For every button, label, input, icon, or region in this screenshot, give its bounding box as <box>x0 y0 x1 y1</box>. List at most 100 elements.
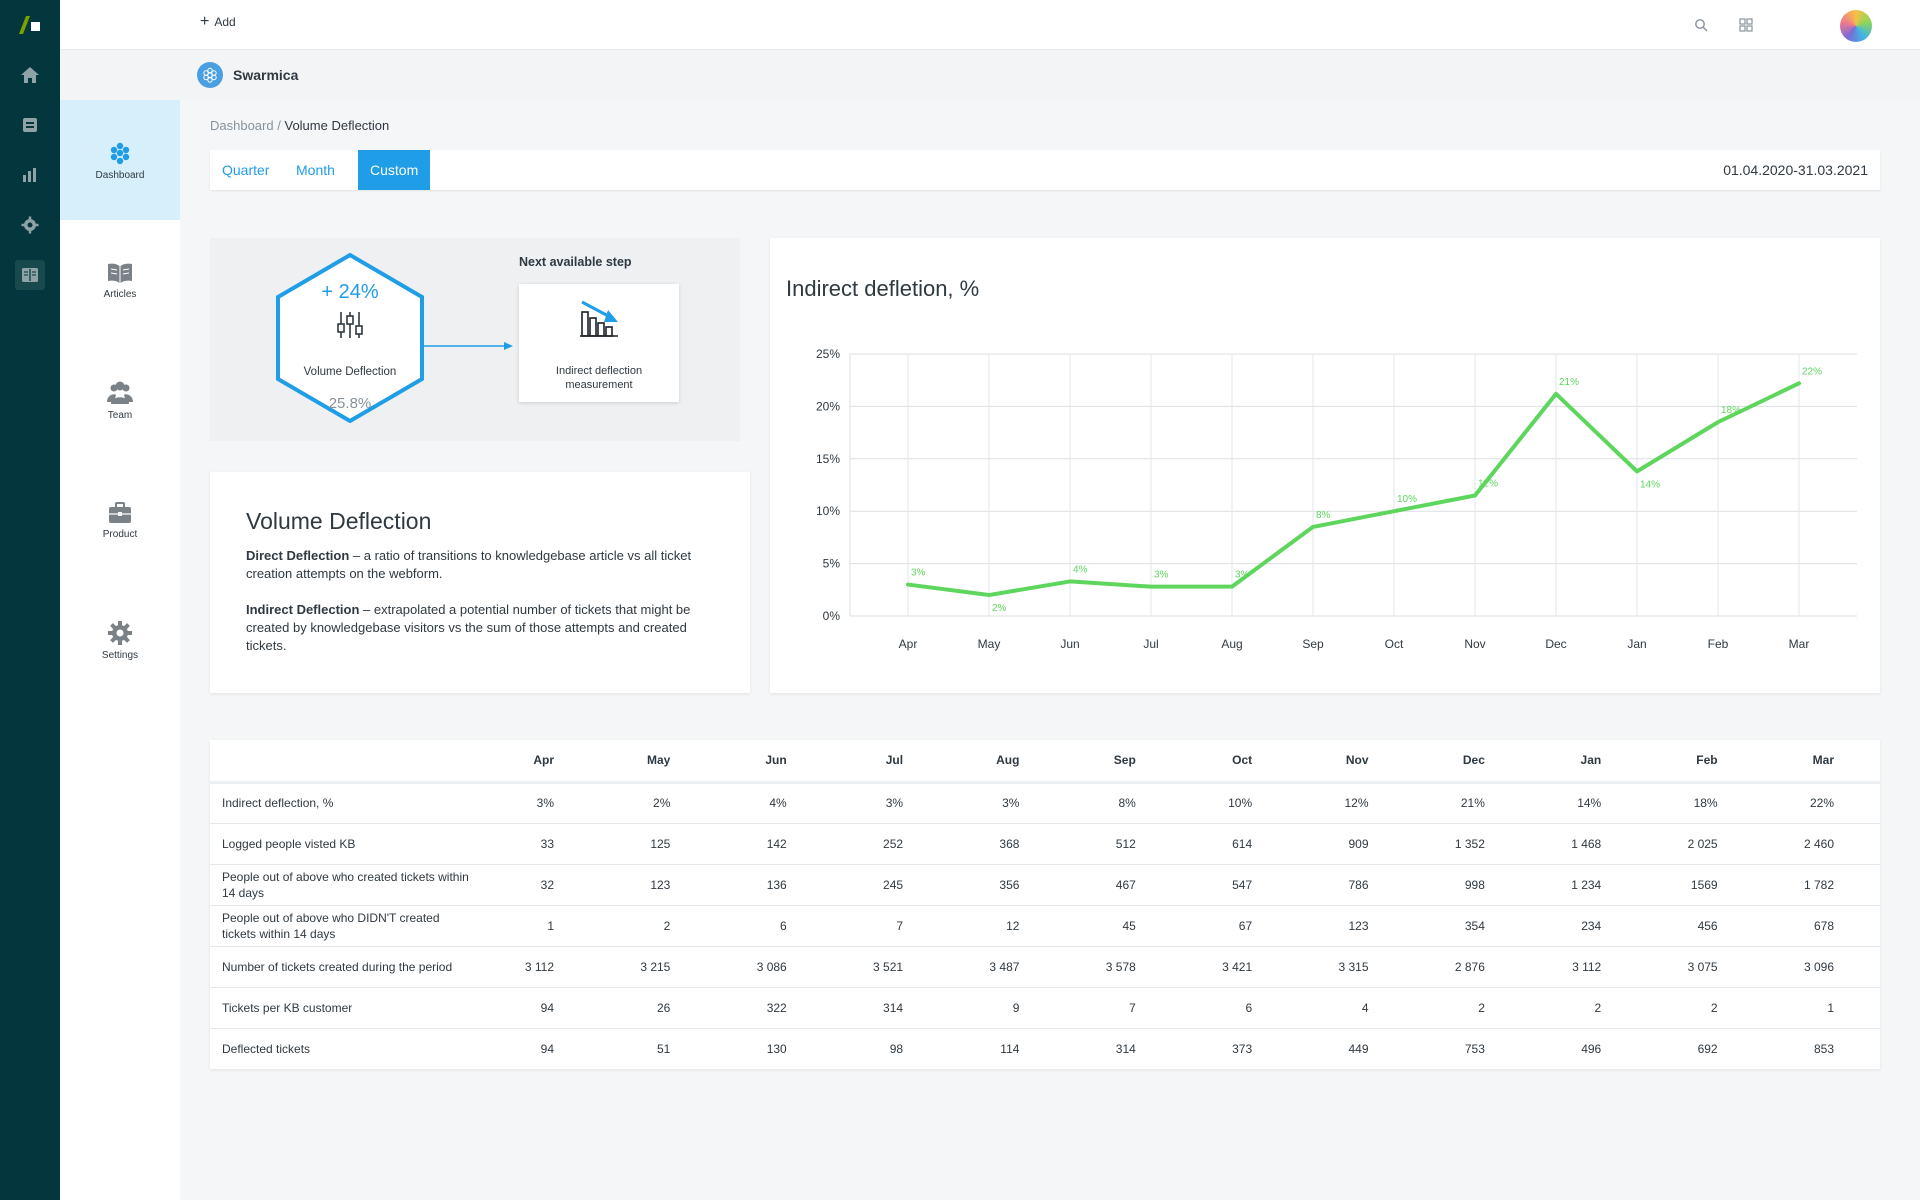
search-icon[interactable] <box>1690 14 1712 36</box>
x-tick-label: May <box>978 637 1001 651</box>
home-icon[interactable] <box>15 60 45 90</box>
sidebar-item-label: Articles <box>103 288 137 300</box>
table-cell: 467 <box>1065 864 1182 906</box>
table-cell: 98 <box>889 1041 904 1056</box>
indirect-deflection-chart: 0% 5% 10% 15% 20% 25% Apr May Jun Jul Aug Sep Oct Nov… <box>816 347 1857 651</box>
column-header-jan: Jan <box>1530 740 1648 784</box>
table-cell: 753 <box>1464 1041 1485 1056</box>
row-label: People out of above who created tickets … <box>210 864 485 906</box>
table-cell: 692 <box>1697 1041 1718 1056</box>
add-button[interactable]: + Add <box>200 14 236 30</box>
step-panel: + 24% Volume Deflection 25.8% Next avail… <box>210 238 740 441</box>
zendesk-logo-icon[interactable] <box>17 14 43 36</box>
table-cell: 449 <box>1348 1041 1369 1056</box>
table-cell: 678 <box>1763 905 1880 947</box>
table-row: People out of above who DIDN'T created t… <box>210 905 1880 947</box>
deflection-value: 25.8% <box>328 395 372 412</box>
table-cell: 3% <box>832 782 950 824</box>
column-header-nov: Nov <box>1298 740 1415 784</box>
table-cell: 123 <box>1298 905 1415 947</box>
x-tick-label: Dec <box>1545 637 1566 651</box>
table-cell: 125 <box>600 823 717 865</box>
y-tick-label: 5% <box>823 557 841 571</box>
table-row: Logged people visted KB 33 125 142 252 368 512… <box>210 823 1880 865</box>
next-step-text: Indirect deflection measurement <box>519 364 679 392</box>
swarmica-app-icon[interactable] <box>15 260 45 290</box>
row-label: Number of tickets created during the per… <box>210 946 485 988</box>
table-cell: 3 315 <box>1298 946 1415 988</box>
user-avatar[interactable] <box>1840 10 1872 42</box>
column-header-oct: Oct <box>1181 740 1299 784</box>
reporting-icon[interactable] <box>15 160 45 190</box>
table-cell: 1 <box>1763 987 1880 1029</box>
x-tick-label: Apr <box>899 637 918 651</box>
table-cell: 21% <box>1414 782 1531 824</box>
admin-gear-icon[interactable] <box>15 210 45 240</box>
table-cell: 2 <box>1647 987 1764 1029</box>
next-step-text-line2: measurement <box>565 379 633 391</box>
table-cell: 142 <box>716 823 833 865</box>
breadcrumb-separator: / <box>277 118 281 133</box>
next-step-card[interactable]: Indirect deflection measurement <box>519 284 679 402</box>
sidebar-item-team[interactable]: Team <box>60 340 180 460</box>
table-cell: 45 <box>1065 905 1182 947</box>
y-tick-label: 10% <box>816 504 840 518</box>
indirect-deflection-definition: – extrapolated a potential number of tic… <box>246 602 691 653</box>
tab-quarter[interactable]: Quarter <box>222 162 270 178</box>
table-cell: 354 <box>1414 905 1531 947</box>
tab-month[interactable]: Month <box>296 162 335 178</box>
views-icon[interactable] <box>15 110 45 140</box>
table-cell: 3% <box>485 782 600 824</box>
sidebar-item-product[interactable]: Product <box>60 460 180 580</box>
sidebar-item-articles[interactable]: Articles <box>60 220 180 340</box>
sidebar-item-settings[interactable]: Settings <box>60 580 180 700</box>
row-label: Indirect deflection, % <box>210 782 485 824</box>
volume-deflection-hexagon[interactable]: + 24% Volume Deflection 25.8% <box>275 253 425 423</box>
x-tick-label: Jan <box>1627 637 1646 651</box>
table-cell: 373 <box>1232 1041 1253 1056</box>
table-cell: 3 487 <box>949 946 1066 988</box>
data-label: 21% <box>1559 377 1579 388</box>
table-cell: 136 <box>716 864 833 906</box>
column-header-apr: Apr <box>485 740 600 784</box>
x-tick-label: Nov <box>1464 637 1485 651</box>
table-cell: 322 <box>716 987 833 1029</box>
y-tick-label: 25% <box>816 347 840 361</box>
tab-custom[interactable]: Custom <box>358 150 431 190</box>
table-cell: 2 <box>1414 987 1531 1029</box>
table-cell: 33 <box>485 823 600 865</box>
table-cell: 3 421 <box>1181 946 1299 988</box>
y-tick-label: 20% <box>816 399 840 413</box>
table-cell: 114 <box>1000 1041 1020 1056</box>
table-cell: 2 876 <box>1414 946 1531 988</box>
data-label: 8% <box>1316 510 1331 521</box>
table-cell: 3 075 <box>1647 946 1764 988</box>
org-name: Swarmica <box>233 67 299 83</box>
table-cell: 614 <box>1181 823 1299 865</box>
indirect-deflection-text: Indirect Deflection – extrapolated a pot… <box>246 601 714 655</box>
table-cell: 4 <box>1298 987 1415 1029</box>
table-cell: 2 025 <box>1647 823 1764 865</box>
data-label: 3% <box>911 568 926 579</box>
table-cell: 3% <box>949 782 1066 824</box>
table-cell: 512 <box>1065 823 1182 865</box>
sidebar-item-label: Settings <box>101 649 139 661</box>
deflection-change: + 24% <box>321 281 379 303</box>
table-row: Number of tickets created during the per… <box>210 946 1880 988</box>
column-header-jul: Jul <box>832 740 950 784</box>
date-range[interactable]: 01.04.2020-31.03.2021 <box>1723 162 1868 178</box>
table-row: Deflected tickets 94 51 130 98 114 314 373 449 75… <box>210 1028 1880 1069</box>
table-cell: 547 <box>1181 864 1299 906</box>
org-header: Swarmica <box>60 50 1920 100</box>
sidebar-item-dashboard[interactable]: Dashboard <box>60 100 180 220</box>
sliders-icon <box>336 310 364 345</box>
table-cell: 496 <box>1581 1041 1602 1056</box>
breadcrumb-root[interactable]: Dashboard <box>210 118 274 133</box>
x-tick-label: Jul <box>1143 637 1158 651</box>
table-row: People out of above who created tickets … <box>210 864 1880 906</box>
apps-grid-icon[interactable] <box>1735 14 1757 36</box>
product-rail <box>0 0 60 1200</box>
add-button-label: Add <box>214 15 236 29</box>
chart-card: Indirect defletion, % 0% 5% 10% 15% 20% 25% Ap… <box>770 238 1880 693</box>
articles-icon <box>108 263 132 283</box>
